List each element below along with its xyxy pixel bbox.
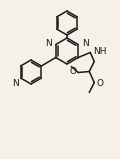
Text: NH: NH xyxy=(93,47,107,56)
Text: O: O xyxy=(96,79,103,88)
Text: N: N xyxy=(82,39,89,48)
Text: N: N xyxy=(12,79,19,88)
Text: O: O xyxy=(69,67,76,76)
Text: N: N xyxy=(45,39,52,48)
